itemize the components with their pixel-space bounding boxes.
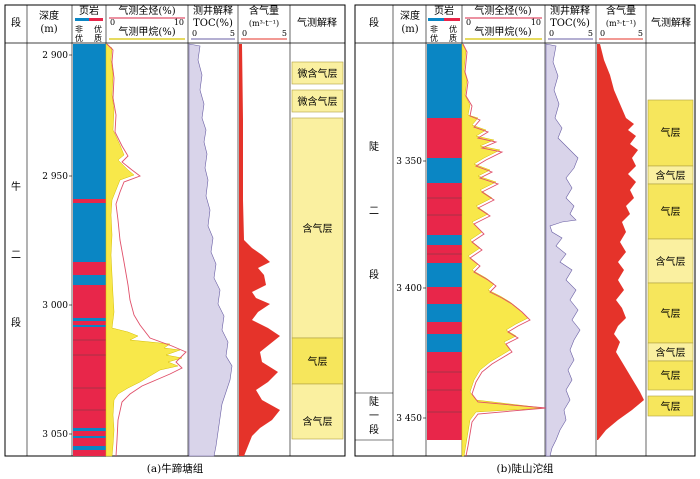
depth-tick-3400: 3 400 <box>396 284 422 294</box>
toc-curve-a <box>188 43 233 457</box>
gas-scale-max: 10 <box>174 18 184 27</box>
segment-b-upper-char-2: 二 <box>369 206 379 217</box>
segment-b-lower-char-3: 段 <box>369 423 379 436</box>
lith-legend-right-2: 质 <box>94 33 102 43</box>
lithology-header: 页岩 <box>79 4 99 17</box>
lith-legend-right-1: 优 <box>94 24 102 34</box>
gas-total-header: 气测全烃(%) <box>118 4 175 17</box>
lithology-header-b: 页岩 <box>434 4 454 17</box>
interp-b-label-1: 气层 <box>661 126 681 139</box>
lith-legend-left-2: 优 <box>75 33 83 43</box>
interp-label-1: 微含气层 <box>298 67 338 80</box>
gas-content-curve-b <box>597 44 644 440</box>
content-scale-max-b: 5 <box>638 29 643 38</box>
gas-methane-header: 气测甲烷(%) <box>118 25 175 38</box>
segment-header-b: 段 <box>369 16 379 29</box>
content-scale-max: 5 <box>282 29 287 38</box>
interp-b-label-4: 含气层 <box>656 255 686 268</box>
interp-b-label-8: 气层 <box>661 400 681 413</box>
depth-tick-3050: 3 050 <box>42 430 68 440</box>
depth-header: 深度 <box>39 9 59 22</box>
depth-unit: (m) <box>40 24 57 35</box>
toc-unit-b: TOC(%) <box>550 18 590 29</box>
gas-methane-header-b: 气测甲烷(%) <box>474 25 531 38</box>
depth-tick-2900: 2 900 <box>42 51 68 61</box>
gas-total-header-b: 气测全烃(%) <box>474 4 531 17</box>
toc-unit: TOC(%) <box>193 18 233 29</box>
toc-scale-min-b: 0 <box>549 29 554 38</box>
depth-tick-3000: 3 000 <box>42 301 68 311</box>
gas-scale-min: 0 <box>110 18 115 27</box>
depth-tick-3450: 3 450 <box>396 414 422 424</box>
total-hydrocarbon-curve-b <box>462 43 547 457</box>
toc-header-b: 测井解释 <box>550 4 590 17</box>
depth-tick-2950: 2 950 <box>42 172 68 182</box>
panel-b-caption: (b)陡山沱组 <box>497 462 554 475</box>
toc-curve-b <box>545 43 581 457</box>
interp-b-label-7: 气层 <box>661 369 681 382</box>
gas-content-header: 含气量 <box>249 4 279 17</box>
gas-content-curve-a <box>239 44 280 456</box>
segment-b-lower-char-2: 一 <box>369 411 379 422</box>
toc-scale-min: 0 <box>192 29 197 38</box>
panel-b-well-log: 段 深度 (m) 页岩 非 优 优 质 气测全烃(%) 0 10 气测甲烷(%)… <box>354 4 696 475</box>
methane-curve-a <box>105 43 183 457</box>
segment-char-2: 二 <box>11 250 21 261</box>
segment-char-1: 牛 <box>11 180 21 193</box>
gas-content-unit: (m³·t⁻¹) <box>249 19 279 28</box>
interp-b-label-5: 气层 <box>661 307 681 320</box>
segment-b-upper-char-1: 陡 <box>369 141 379 153</box>
panel-a-well-log: 段 深度 (m) 页岩 非 优 优 质 气测全烃(%) 0 10 气测甲烷(%)… <box>4 4 346 475</box>
gas-content-header-b: 含气量 <box>606 4 636 17</box>
interp-label-2: 微含气层 <box>298 95 338 108</box>
depth-tick-3350: 3 350 <box>396 157 422 167</box>
lithology-column <box>73 44 106 456</box>
lith-legend-right-1-b: 优 <box>449 24 457 34</box>
interp-b-label-6: 含气层 <box>656 346 686 359</box>
panel-a-caption: (a)牛蹄塘组 <box>147 462 204 475</box>
lith-legend-left-1-b: 非 <box>430 24 438 34</box>
toc-scale-max: 5 <box>230 29 235 38</box>
lith-legend-left-1: 非 <box>75 24 83 34</box>
lith-legend-left-2-b: 优 <box>430 33 438 43</box>
gas-scale-min-b: 0 <box>466 18 471 27</box>
interp-b-label-3: 气层 <box>661 205 681 218</box>
segment-header: 段 <box>11 16 21 29</box>
total-hydrocarbon-curve-a <box>106 43 187 457</box>
segment-b-lower-char-1: 陡 <box>369 396 379 408</box>
interp-label-3: 含气层 <box>303 222 333 235</box>
interp-label-4: 气层 <box>308 355 328 368</box>
lithology-column-b <box>427 44 462 440</box>
content-scale-min: 0 <box>242 29 247 38</box>
interp-header: 气测解释 <box>297 16 337 29</box>
depth-unit-b: (m) <box>401 24 418 35</box>
lith-legend-right-2-b: 质 <box>449 33 457 43</box>
lith-legend-red <box>89 18 103 21</box>
interp-header-b: 气测解释 <box>651 16 691 29</box>
toc-header: 测井解释 <box>193 4 233 17</box>
content-scale-min-b: 0 <box>600 29 605 38</box>
interp-b-label-2: 含气层 <box>656 169 686 182</box>
panel-a-frame <box>4 4 346 457</box>
toc-scale-max-b: 5 <box>588 29 593 38</box>
panel-b-frame <box>354 4 696 457</box>
interp-label-5: 含气层 <box>303 415 333 428</box>
interpretation-column-b: 气层 含气层 气层 含气层 气层 含气层 气层 气层 <box>647 99 694 417</box>
methane-curve-b <box>461 43 545 457</box>
depth-header-b: 深度 <box>400 9 420 22</box>
gas-scale-max-b: 10 <box>531 18 541 27</box>
segment-char-3: 段 <box>11 316 21 329</box>
interpretation-column-a: 微含气层 微含气层 含气层 气层 含气层 <box>291 61 344 440</box>
lith-legend-blue <box>75 18 89 21</box>
gas-content-unit-b: (m³·t⁻¹) <box>606 19 636 28</box>
segment-b-upper-char-3: 段 <box>369 268 379 281</box>
